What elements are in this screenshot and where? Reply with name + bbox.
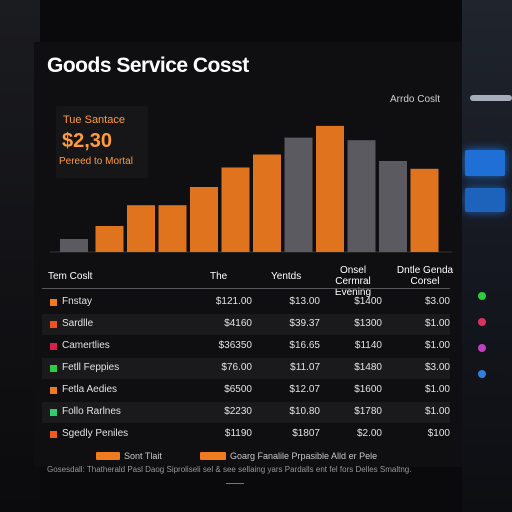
kpi-sub: Pereed to Mortal bbox=[59, 156, 133, 167]
table-row: Fnstay $121.00 $13.00 $1400 $3.00 bbox=[42, 292, 450, 313]
row-color-swatch bbox=[50, 321, 57, 328]
table-header-name: Tem Coslt bbox=[48, 271, 93, 282]
bar bbox=[379, 161, 407, 252]
footer-legend-swatch bbox=[96, 452, 120, 460]
row-name: Camertlies bbox=[62, 340, 110, 351]
background-monitor bbox=[465, 188, 505, 212]
row-value: $1.00 bbox=[424, 406, 450, 417]
bar bbox=[158, 205, 187, 252]
bar bbox=[253, 154, 281, 252]
table-header-col2: Yentds bbox=[271, 271, 302, 282]
row-value: $39.37 bbox=[289, 318, 320, 329]
row-value: $1300 bbox=[354, 318, 382, 329]
table-row: Camertlies $36350 $16.65 $1140 $1.00 bbox=[42, 336, 450, 357]
row-value: $1140 bbox=[354, 340, 382, 351]
row-value: $3.00 bbox=[424, 362, 450, 373]
table-header-col1: The bbox=[210, 271, 228, 282]
row-value: $1780 bbox=[354, 406, 382, 417]
background-monitor bbox=[465, 150, 505, 176]
row-value: $121.00 bbox=[215, 296, 252, 307]
table-row: Fetla Aedies $6500 $12.07 $1600 $1.00 bbox=[42, 380, 450, 401]
table-row: Sgedly Peniles $1190 $1807 $2.00 $100 bbox=[42, 424, 450, 445]
row-value: $4160 bbox=[224, 318, 252, 329]
background-left bbox=[0, 0, 40, 512]
footer-legend-label: Sont Tlait bbox=[124, 451, 162, 461]
footer-legend-swatch bbox=[200, 452, 226, 460]
footnote: Gosesdall: Thatherald Pasl Daog Siprolis… bbox=[47, 465, 412, 474]
table-row: Fetll Feppies $76.00 $11.07 $1480 $3.00 bbox=[42, 358, 450, 379]
row-value: $1480 bbox=[354, 362, 382, 373]
row-value: $2.00 bbox=[356, 428, 382, 439]
status-light bbox=[478, 318, 486, 326]
row-value: $16.65 bbox=[289, 340, 320, 351]
row-value: $1.00 bbox=[424, 384, 450, 395]
ceiling-light bbox=[470, 95, 512, 101]
row-value: $36350 bbox=[218, 340, 252, 351]
row-color-swatch bbox=[50, 387, 57, 394]
row-value: $1190 bbox=[224, 428, 252, 439]
table-header-rule bbox=[42, 288, 450, 289]
row-name: Fetll Feppies bbox=[62, 362, 120, 373]
row-value: $76.00 bbox=[221, 362, 252, 373]
kpi-value: $2,30 bbox=[62, 130, 113, 152]
table-header-col3: Onsel Cermral Evening bbox=[334, 265, 372, 298]
bar bbox=[316, 125, 344, 252]
row-color-swatch bbox=[50, 299, 57, 306]
row-color-swatch bbox=[50, 365, 57, 372]
kpi-card bbox=[56, 106, 148, 178]
row-name: Sardlle bbox=[62, 318, 94, 329]
row-value: $1.00 bbox=[424, 340, 450, 351]
status-light bbox=[478, 292, 486, 300]
row-value: $1400 bbox=[354, 296, 382, 307]
row-name: Fetla Aedies bbox=[62, 384, 118, 395]
row-value: $100 bbox=[427, 428, 450, 439]
row-value: $3.00 bbox=[424, 296, 450, 307]
row-color-swatch bbox=[50, 409, 57, 416]
table-header-col4: Dntle Genda Corsel bbox=[396, 265, 454, 287]
row-name: Fnstay bbox=[62, 296, 93, 307]
table-row: Follo Rarlnes $2230 $10.80 $1780 $1.00 bbox=[42, 402, 450, 423]
row-color-swatch bbox=[50, 343, 57, 350]
bar bbox=[190, 187, 218, 252]
footer-legend-label: Goarg Fanalile Prpasible Alld er Pele bbox=[230, 451, 378, 461]
row-value: $12.07 bbox=[289, 384, 320, 395]
row-value: $1600 bbox=[354, 384, 382, 395]
bar bbox=[60, 239, 88, 252]
row-value: $11.07 bbox=[290, 362, 320, 373]
row-color-swatch bbox=[50, 431, 57, 438]
bar bbox=[221, 167, 250, 252]
row-value: $1.00 bbox=[424, 318, 450, 329]
row-value: $6500 bbox=[224, 384, 252, 395]
row-value: $13.00 bbox=[289, 296, 320, 307]
row-value: $2230 bbox=[224, 406, 252, 417]
status-light bbox=[478, 370, 486, 378]
bar bbox=[410, 168, 439, 252]
bar bbox=[284, 137, 313, 252]
status-light bbox=[478, 344, 486, 352]
bar bbox=[347, 140, 376, 252]
row-value: $10.80 bbox=[289, 406, 320, 417]
background-right bbox=[462, 0, 512, 512]
table-row: Sardlle $4160 $39.37 $1300 $1.00 bbox=[42, 314, 450, 335]
footer-divider bbox=[226, 483, 244, 484]
row-name: Sgedly Peniles bbox=[62, 428, 129, 439]
legend-label: Arrdo Coslt bbox=[390, 94, 441, 105]
row-value: $1807 bbox=[292, 428, 320, 439]
kpi-label: Tue Santace bbox=[63, 114, 125, 126]
bar bbox=[95, 226, 124, 252]
row-name: Follo Rarlnes bbox=[62, 406, 121, 417]
bar bbox=[127, 205, 155, 252]
chart-title: Goods Service Cosst bbox=[47, 54, 249, 77]
